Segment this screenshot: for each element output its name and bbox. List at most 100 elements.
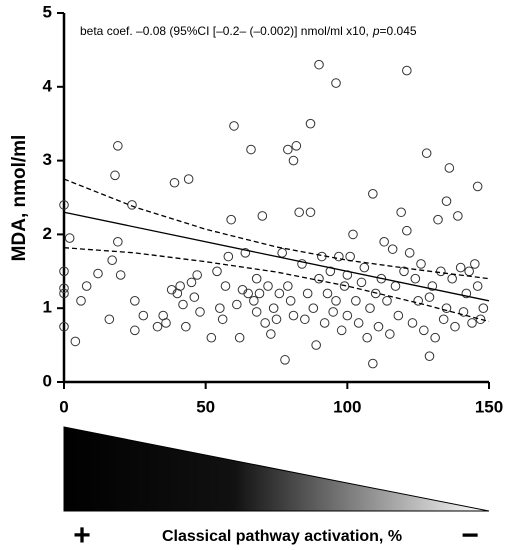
point — [472, 281, 483, 291]
point — [81, 281, 92, 291]
point — [59, 288, 69, 299]
regression-line — [63, 211, 490, 302]
point — [226, 214, 236, 225]
point — [59, 321, 69, 332]
point — [368, 358, 378, 369]
y-tick-label: 1 — [43, 298, 52, 317]
point — [206, 332, 217, 343]
point — [464, 266, 474, 277]
point — [387, 244, 398, 254]
point — [410, 273, 421, 284]
point — [328, 307, 338, 317]
point — [283, 144, 293, 155]
point — [314, 59, 324, 70]
point — [356, 277, 367, 288]
point — [104, 314, 115, 325]
point — [234, 332, 245, 343]
point — [348, 229, 358, 240]
x-tick-label: 50 — [196, 397, 215, 416]
point — [215, 303, 225, 314]
point — [305, 118, 316, 129]
point — [424, 351, 435, 361]
point — [300, 314, 310, 325]
point — [441, 196, 452, 206]
x-tick-label: 0 — [59, 397, 68, 416]
point — [370, 288, 381, 299]
point — [260, 318, 270, 328]
y-tick-label: 0 — [43, 371, 52, 390]
point — [305, 207, 316, 218]
point — [351, 296, 361, 306]
point — [113, 141, 123, 151]
y-tick-label: 4 — [43, 76, 53, 95]
point — [416, 259, 426, 269]
point — [70, 336, 81, 347]
point — [379, 236, 389, 247]
point — [441, 303, 452, 314]
point — [288, 155, 299, 166]
point — [220, 281, 231, 291]
point — [254, 288, 265, 299]
annotation-text: beta coef. –0.08 (95%CI [–0.2– (–0.002)]… — [80, 24, 369, 38]
point — [472, 181, 483, 192]
point — [467, 318, 477, 328]
point — [64, 233, 75, 243]
point — [212, 266, 222, 277]
y-axis-label: MDA, nmol/ml — [9, 135, 30, 262]
point — [314, 273, 324, 284]
point — [325, 266, 336, 277]
point — [274, 288, 285, 299]
point — [240, 248, 251, 258]
point — [232, 299, 242, 310]
point — [302, 288, 313, 299]
point — [373, 321, 384, 332]
point — [413, 296, 423, 306]
point — [217, 314, 228, 325]
point — [229, 121, 239, 131]
point — [283, 281, 293, 291]
point — [393, 310, 404, 321]
point — [59, 283, 69, 294]
point — [223, 251, 234, 262]
point — [461, 288, 472, 299]
point — [257, 211, 268, 221]
point — [430, 332, 440, 343]
point — [249, 296, 259, 306]
point — [285, 296, 296, 306]
point — [436, 266, 446, 277]
point — [130, 296, 140, 306]
point — [424, 292, 435, 302]
ci-lower-line — [63, 247, 490, 323]
point — [331, 78, 341, 88]
point — [192, 270, 202, 280]
point — [59, 266, 69, 277]
point — [268, 303, 279, 314]
point — [336, 325, 347, 336]
point — [390, 281, 401, 291]
point — [444, 163, 455, 173]
point — [382, 296, 392, 306]
point — [334, 251, 344, 262]
point — [138, 310, 149, 321]
point — [419, 325, 429, 336]
x-tick-label: 150 — [475, 397, 503, 416]
annotation-p: p — [372, 24, 380, 38]
point — [175, 281, 185, 291]
point — [280, 355, 290, 365]
y-tick-label: 5 — [43, 2, 52, 21]
point — [402, 225, 412, 236]
point — [311, 340, 321, 350]
point — [59, 200, 69, 210]
annotation: beta coef. –0.08 (95%CI [–0.2– (–0.002)]… — [80, 24, 417, 38]
point — [342, 310, 353, 321]
point — [110, 170, 120, 181]
point — [368, 189, 378, 199]
point — [345, 251, 355, 262]
point — [115, 270, 126, 280]
point — [161, 318, 171, 328]
point — [396, 207, 406, 218]
point — [438, 314, 449, 325]
point — [127, 200, 137, 210]
point — [407, 318, 418, 328]
point — [362, 332, 372, 343]
